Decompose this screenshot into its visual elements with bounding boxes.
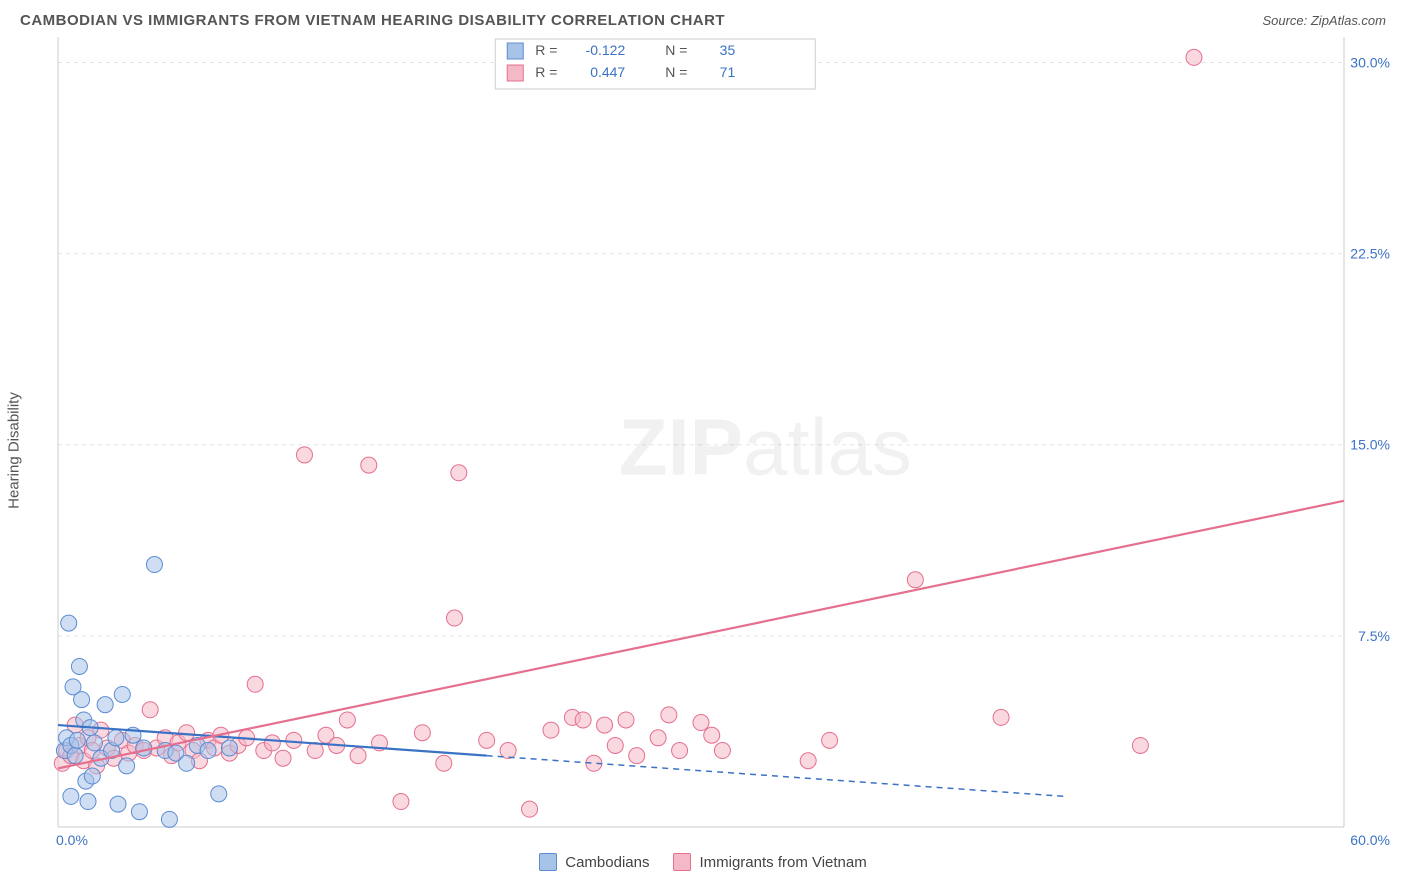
pink-point (361, 457, 377, 473)
pink-point (618, 712, 634, 728)
pink-point (275, 750, 291, 766)
blue-point (179, 755, 195, 771)
blue-point (71, 658, 87, 674)
pink-point (543, 722, 559, 738)
blue-point (61, 615, 77, 631)
pink-point (339, 712, 355, 728)
pink-point (296, 447, 312, 463)
blue-point (161, 811, 177, 827)
blue-point (97, 697, 113, 713)
square-icon (539, 853, 557, 871)
legend-n-value: 35 (720, 42, 736, 58)
bottom-legend: Cambodians Immigrants from Vietnam (8, 853, 1398, 871)
y-tick-label: 15.0% (1350, 437, 1390, 453)
source-label: Source: ZipAtlas.com (1262, 13, 1386, 28)
x-tick-min: 0.0% (56, 832, 88, 847)
pink-point (264, 735, 280, 751)
y-tick-label: 22.5% (1350, 246, 1390, 262)
pink-point (451, 465, 467, 481)
square-icon (507, 43, 523, 59)
blue-point (80, 794, 96, 810)
blue-point (69, 732, 85, 748)
blue-point (67, 748, 83, 764)
blue-point (136, 740, 152, 756)
blue-point (110, 796, 126, 812)
legend-item-cambodians: Cambodians (539, 853, 649, 871)
pink-point (479, 732, 495, 748)
blue-point (84, 768, 100, 784)
legend-r-value: -0.122 (586, 42, 626, 58)
legend-r-label: R = (535, 64, 557, 80)
legend-r-value: 0.447 (590, 64, 625, 80)
legend-n-label: N = (665, 64, 687, 80)
blue-point (211, 786, 227, 802)
pink-point (447, 610, 463, 626)
chart-title: CAMBODIAN VS IMMIGRANTS FROM VIETNAM HEA… (20, 12, 725, 29)
pink-point (693, 715, 709, 731)
pink-point (436, 755, 452, 771)
legend-label: Cambodians (565, 854, 649, 871)
pink-point (993, 709, 1009, 725)
blue-point (63, 788, 79, 804)
square-icon (673, 853, 691, 871)
legend-r-label: R = (535, 42, 557, 58)
scatter-chart: 7.5% 15.0% 22.5% 30.0% ZIPatlas R = -0.122 N = 3… (8, 37, 1398, 847)
pink-point (672, 743, 688, 759)
y-tick-label: 7.5% (1358, 628, 1390, 644)
x-tick-max: 60.0% (1350, 832, 1390, 847)
y-axis-label: Hearing Disability (6, 392, 23, 509)
pink-point (704, 727, 720, 743)
y-tick-label: 30.0% (1350, 54, 1390, 70)
blue-trendline-dash (487, 756, 1066, 797)
legend-n-value: 71 (720, 64, 736, 80)
blue-point (119, 758, 135, 774)
legend-label: Immigrants from Vietnam (699, 854, 866, 871)
chart-area: Hearing Disability 7.5% 15.0% 22.5% 30.0% ZI… (8, 37, 1398, 847)
blue-point (200, 743, 216, 759)
pink-point (629, 748, 645, 764)
pink-point (1186, 49, 1202, 65)
pink-point (247, 676, 263, 692)
legend-item-vietnam: Immigrants from Vietnam (673, 853, 866, 871)
pink-point (307, 743, 323, 759)
pink-point (522, 801, 538, 817)
watermark: ZIPatlas (619, 403, 912, 492)
pink-point (286, 732, 302, 748)
square-icon (507, 65, 523, 81)
pink-point (650, 730, 666, 746)
pink-point (607, 737, 623, 753)
chart-header: CAMBODIAN VS IMMIGRANTS FROM VIETNAM HEA… (8, 8, 1398, 33)
pink-point (179, 725, 195, 741)
pink-point (350, 748, 366, 764)
pink-point (714, 743, 730, 759)
blue-point (86, 735, 102, 751)
legend-n-label: N = (665, 42, 687, 58)
blue-point (221, 740, 237, 756)
pink-point (414, 725, 430, 741)
blue-point (114, 686, 130, 702)
pink-point (597, 717, 613, 733)
blue-point (108, 730, 124, 746)
pink-point (575, 712, 591, 728)
pink-point (142, 702, 158, 718)
pink-point (800, 753, 816, 769)
blue-point (74, 692, 90, 708)
pink-point (822, 732, 838, 748)
blue-point (131, 804, 147, 820)
blue-point (146, 557, 162, 573)
pink-point (661, 707, 677, 723)
pink-point (393, 794, 409, 810)
pink-point (1132, 737, 1148, 753)
pink-point (907, 572, 923, 588)
